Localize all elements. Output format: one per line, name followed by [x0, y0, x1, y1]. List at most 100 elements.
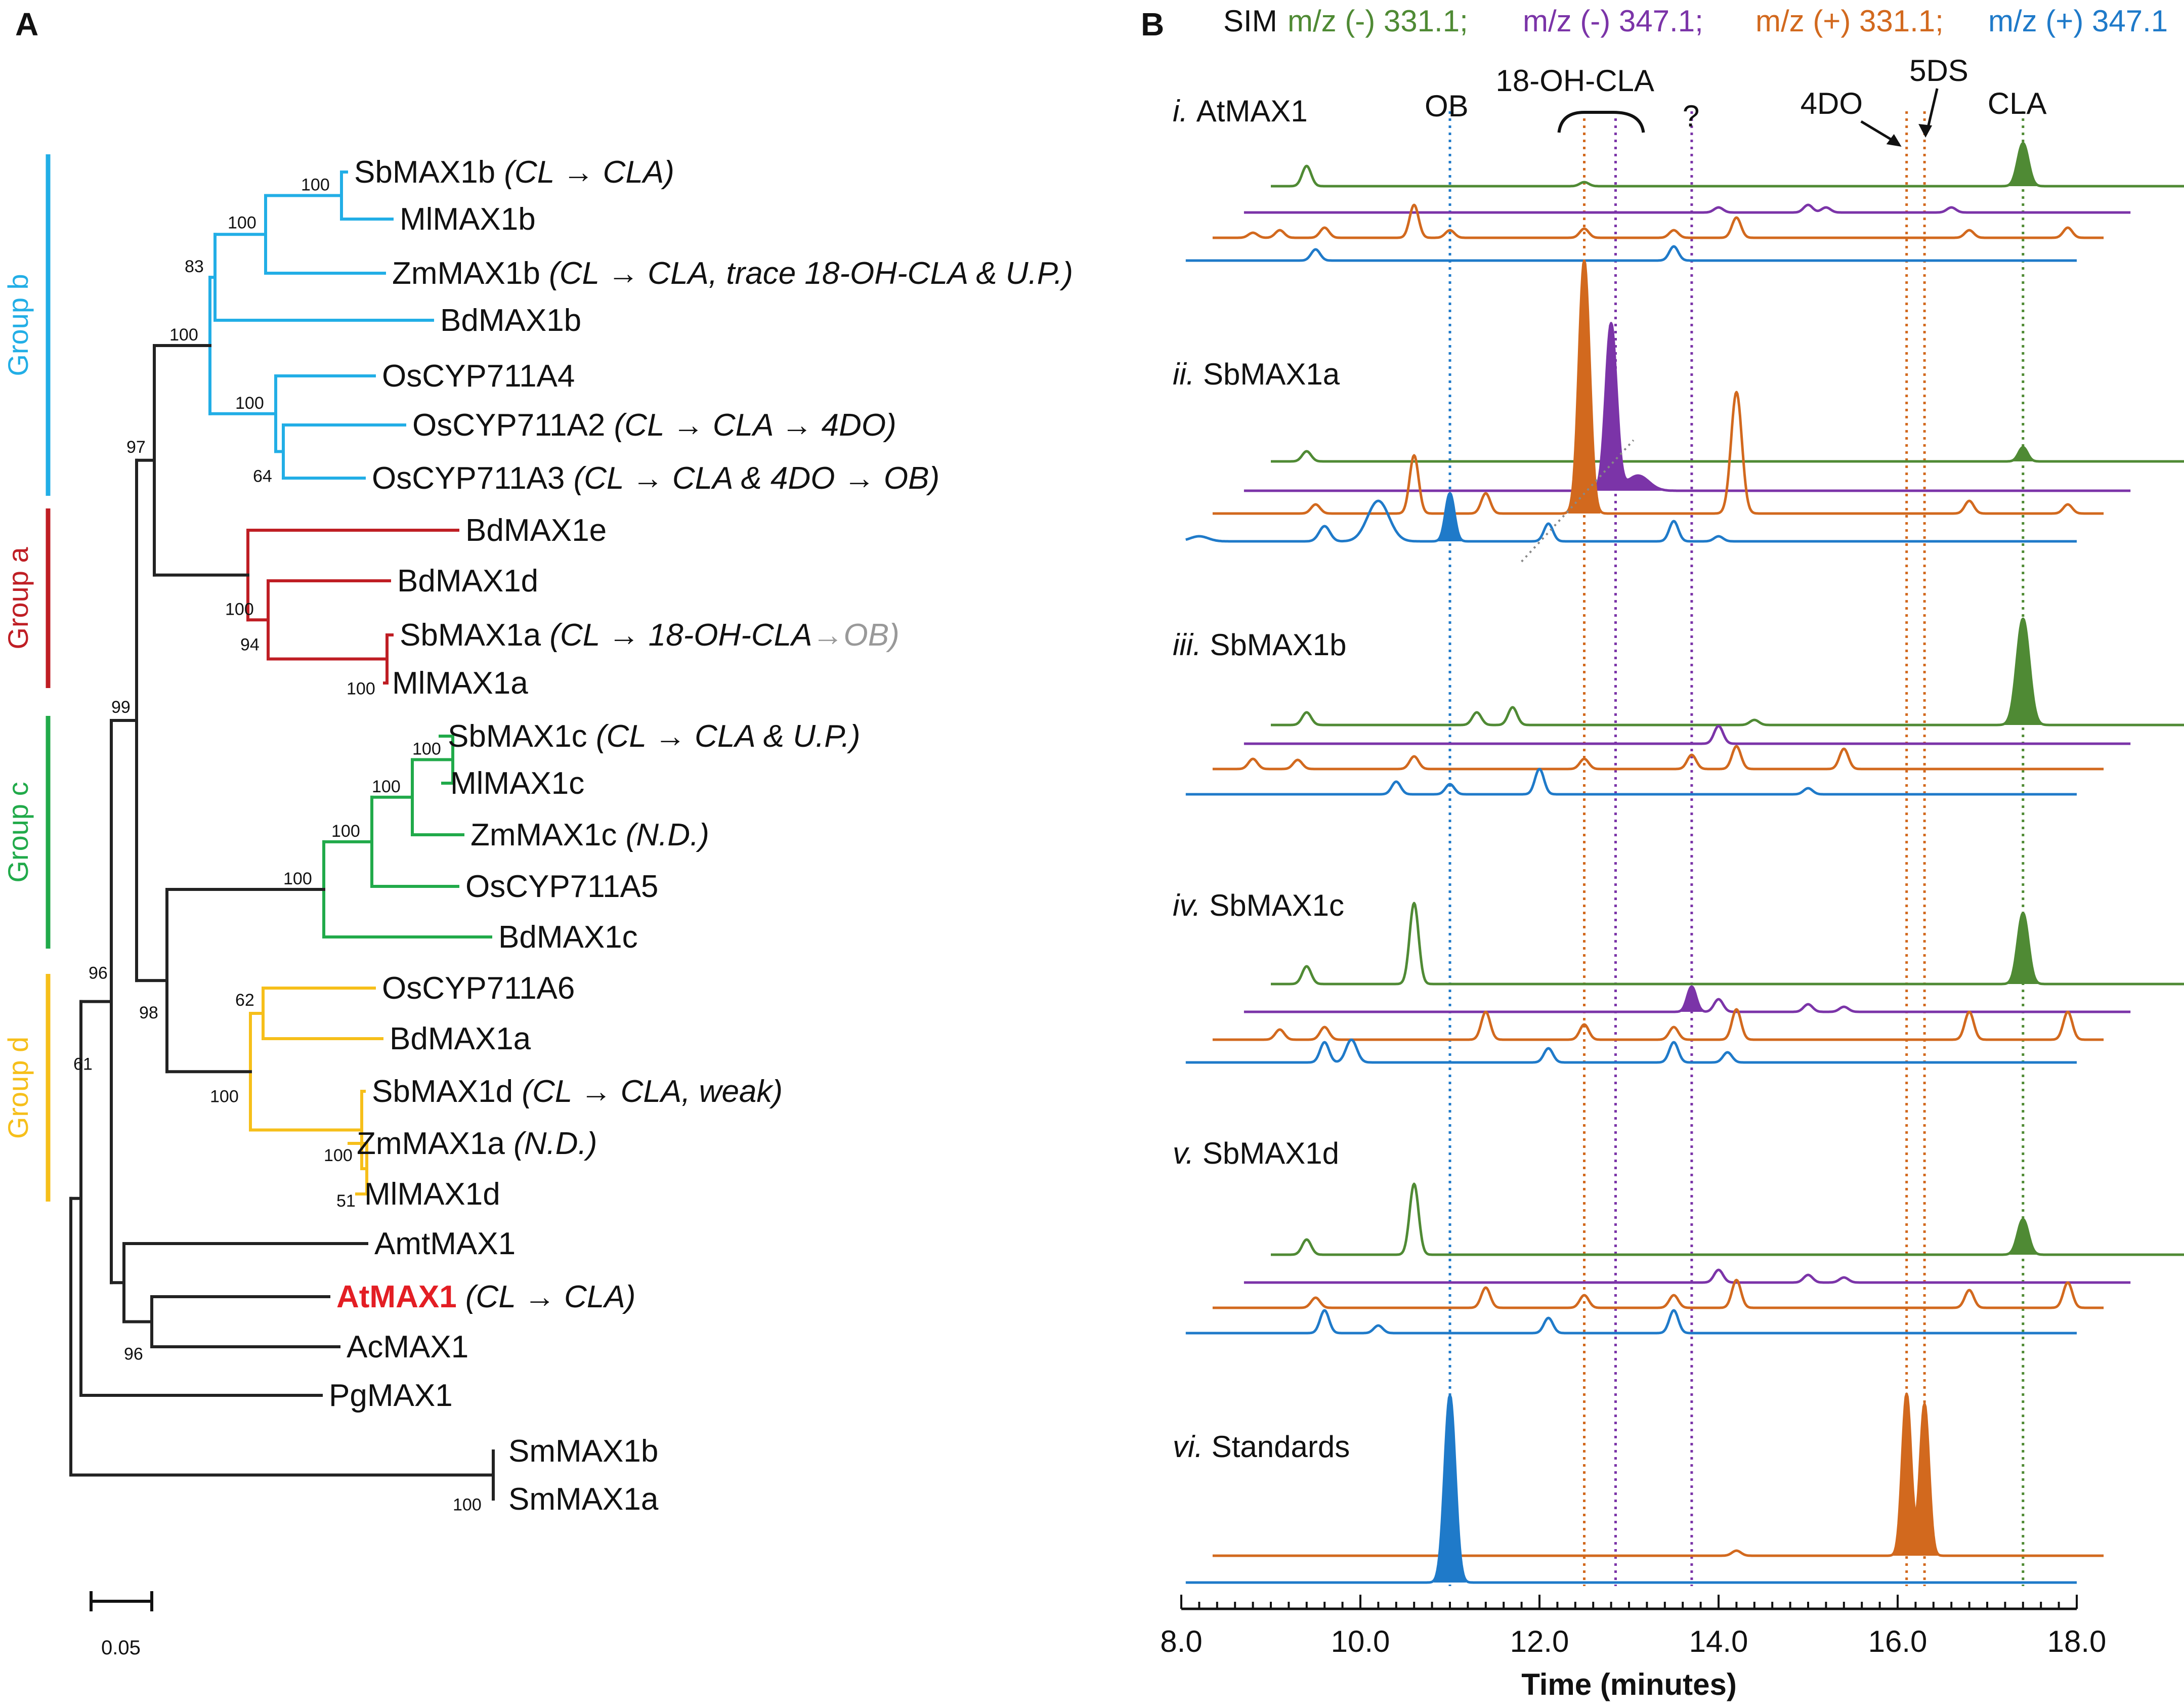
leaf-label: PgMAX1 [329, 1378, 453, 1413]
trace-line [1212, 745, 2104, 771]
bootstrap-value: 62 [235, 991, 254, 1010]
group-label: Group d [2, 1037, 34, 1139]
leaf-activity: (CL → CLA, weak) [513, 1074, 783, 1109]
bootstrap-value: 100 [228, 213, 256, 232]
bootstrap-value: 100 [412, 740, 441, 759]
leaf-name: OsCYP711A3 [372, 461, 565, 496]
trace-line [1212, 1392, 2104, 1557]
filled-peak [2006, 1219, 2039, 1255]
leaf-name: MlMAX1d [364, 1177, 500, 1212]
bootstrap-value: 61 [73, 1055, 93, 1074]
sample-name: Standards [1212, 1430, 1350, 1464]
leaf-label: BdMAX1a [390, 1021, 531, 1056]
leaf-name: SmMAX1b [508, 1434, 658, 1469]
leaf-label: MlMAX1a [392, 666, 528, 701]
legend-entry: m/z (+) 331.1; [1755, 4, 1944, 38]
bootstrap-value: 64 [253, 467, 272, 486]
sample-label: ii. SbMAX1a [1173, 357, 1340, 391]
trace-line [1270, 142, 2184, 188]
leaf-name: OsCYP711A2 [412, 408, 605, 443]
sample-index: iv. [1173, 888, 1209, 922]
group-brackets: Group b Group a Group c Group d [2, 154, 51, 1202]
leaf-label: BdMAX1c [498, 920, 638, 955]
filled-peak [2006, 913, 2039, 984]
filled-peak [2009, 447, 2037, 461]
trace-line [1270, 902, 2184, 986]
leaf-name: BdMAX1d [397, 564, 538, 599]
trace-line [1185, 1309, 2077, 1335]
trace-line [1212, 203, 2104, 239]
leaf-activity: (CL → CLA & U.P.) [587, 719, 861, 754]
arrow-5ds [1925, 88, 1939, 132]
bootstrap-value: 83 [185, 257, 204, 276]
leaf-label: BdMAX1d [397, 564, 538, 599]
bootstrap-value: 100 [324, 1146, 353, 1165]
leaf-activity: (CL → CLA → 4DO) [605, 408, 896, 443]
chromatogram-traces [1185, 142, 2184, 1584]
filled-peak [1606, 323, 1671, 491]
trace-line [1244, 985, 2131, 1013]
filled-peak [1568, 261, 1601, 514]
leaf-label: BdMAX1e [465, 513, 607, 548]
bootstrap-value: 94 [240, 635, 260, 654]
sample-index: v. [1173, 1136, 1203, 1170]
trace-line [1185, 245, 2077, 262]
legend-title: SIM [1223, 4, 1277, 38]
leaf-label: AtMAX1 (CL → CLA) [336, 1279, 635, 1314]
bootstrap-value: 51 [336, 1191, 356, 1211]
leaf-label: OsCYP711A3 (CL → CLA & 4DO → OB) [372, 461, 939, 496]
leaf-name: SmMAX1a [508, 1482, 659, 1517]
trace-line [1212, 1278, 2104, 1309]
x-axis-title: Time (minutes) [1521, 1668, 1737, 1701]
leaf-label: SbMAX1d (CL → CLA, weak) [372, 1074, 783, 1109]
bootstrap-value: 96 [89, 964, 108, 983]
leaf-name: ZmMAX1a [357, 1126, 505, 1161]
leaf-label: MlMAX1b [400, 202, 536, 237]
leaf-label: SbMAX1a (CL → 18-OH-CLA→OB) [400, 618, 900, 653]
leaf-activity: (CL → CLA, trace 18-OH-CLA & U.P.) [540, 256, 1073, 291]
sample-name: SbMAX1b [1210, 628, 1346, 662]
sample-index: i. [1173, 94, 1196, 128]
trace-line [1244, 203, 2131, 214]
reference-lines [1448, 111, 2025, 1586]
bootstrap-value: 100 [235, 394, 264, 413]
leaf-label: MlMAX1d [364, 1177, 500, 1212]
leaf-name: PgMAX1 [329, 1378, 453, 1413]
leaf-label: BdMAX1b [440, 303, 581, 338]
leaf-name: ZmMAX1c [470, 818, 617, 852]
filled-peak [1436, 493, 1464, 541]
sample-label: vi. Standards [1173, 1430, 1350, 1464]
sample-labels: i. AtMAX1 ii. SbMAX1a iii. SbMAX1b iv. SbMA… [1173, 94, 1350, 1464]
phylogenetic-tree [69, 170, 495, 1501]
sample-label: iv. SbMAX1c [1173, 888, 1344, 922]
panel-a-label: A [15, 6, 38, 42]
x-tick-label: 14.0 [1689, 1625, 1748, 1658]
sample-index: vi. [1173, 1430, 1212, 1464]
trace-line [1270, 1182, 2184, 1256]
filled-peak [1911, 1403, 1938, 1556]
bootstrap-value: 100 [225, 600, 254, 619]
leaf-label: OsCYP711A5 [465, 869, 658, 904]
leaf-name: BdMAX1c [498, 920, 638, 955]
leaf-name: AtMAX1 [336, 1279, 457, 1314]
bootstrap-value: 100 [210, 1087, 239, 1106]
x-tick-label: 12.0 [1510, 1625, 1569, 1658]
leaf-label: SbMAX1b (CL → CLA) [354, 155, 674, 190]
chart-legend: SIM m/z (-) 331.1; m/z (-) 347.1; m/z (+) 3… [1223, 4, 2168, 38]
leaf-label: ZmMAX1c (N.D.) [470, 818, 709, 852]
leaf-activity: (N.D.) [617, 818, 709, 852]
leaf-name: AmtMAX1 [374, 1226, 516, 1261]
bootstrap-values: 100 100 83 100 100 64 97 100 94 100 99 100 100 100 100… [73, 176, 482, 1515]
bootstrap-value: 98 [139, 1003, 158, 1022]
leaf-name: MlMAX1c [450, 766, 584, 801]
leaf-name: MlMAX1a [392, 666, 528, 701]
leaf-name: BdMAX1e [465, 513, 607, 548]
leaf-label: AcMAX1 [347, 1330, 468, 1364]
leaf-activity: (CL → CLA) [457, 1279, 636, 1314]
annotation-ob: OB [1425, 89, 1469, 123]
leaf-activity-gray: →OB) [812, 618, 899, 653]
leaf-label: SbMAX1c (CL → CLA & U.P.) [448, 719, 860, 754]
sample-index: ii. [1173, 357, 1203, 391]
leaf-name: OsCYP711A6 [382, 971, 575, 1006]
